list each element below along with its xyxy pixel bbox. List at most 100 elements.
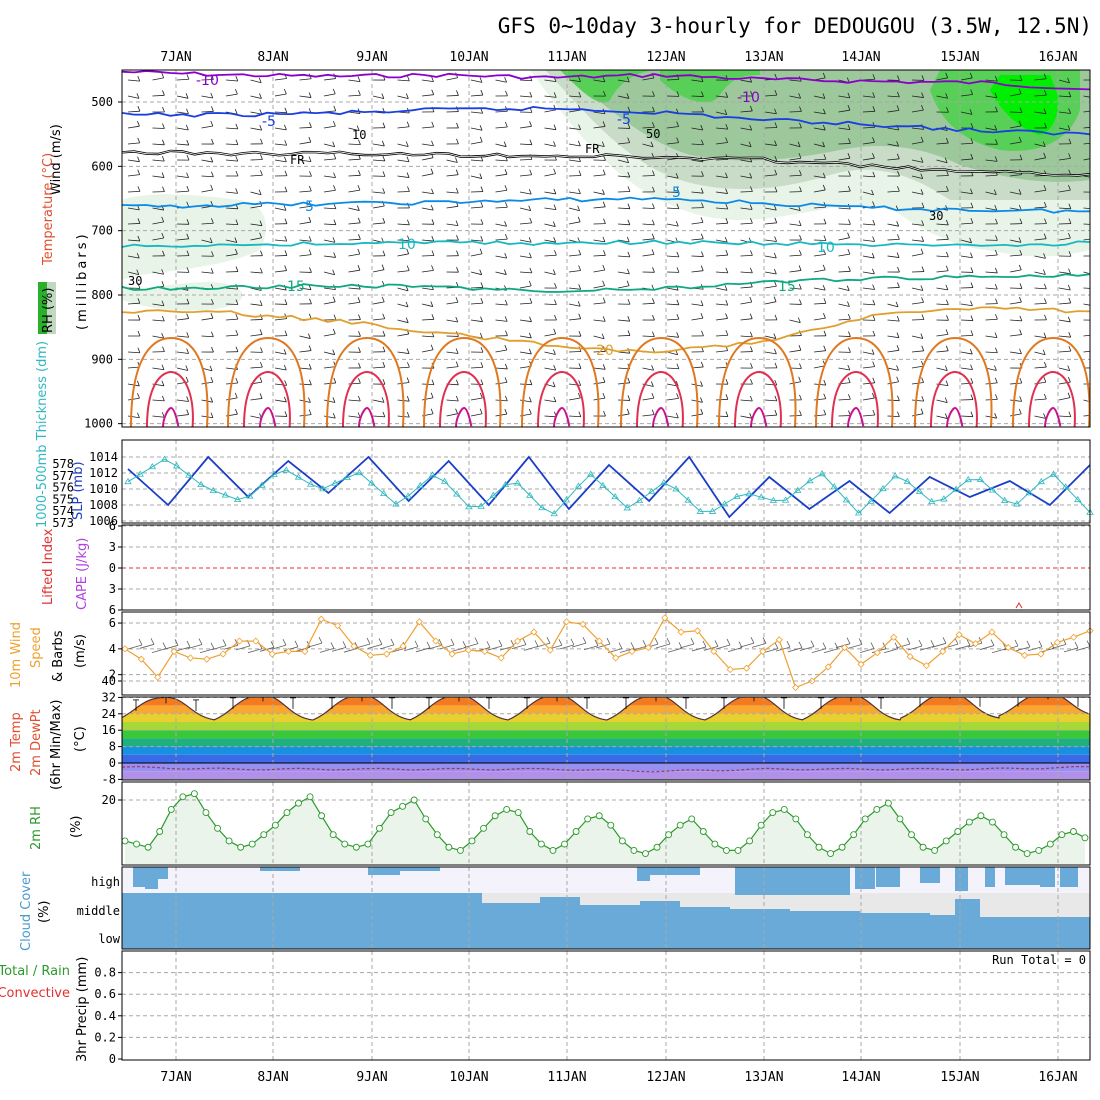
wind10-barb [511,644,527,650]
wind-barb-flag [480,201,484,208]
wind-barb-flag [823,345,827,351]
wind-barb [1009,399,1022,402]
wind-barb [421,239,434,242]
wind-barb-flag [455,169,459,175]
wind-barb-flag [749,413,753,419]
wind-barb [666,303,679,306]
wind-barb-flag [602,189,605,195]
wind-barb-flag [162,250,165,256]
wind-barb-flag [970,122,974,129]
wind-barb-flag [308,364,312,370]
wind-barb [225,207,238,210]
wind10-barb [403,646,419,652]
wind-barb-flag [994,125,998,131]
wind-barb [887,255,900,258]
wind-barb [617,351,630,354]
wind-barb [1009,191,1022,195]
upper-rh-label: RH (%) [41,288,56,333]
wind-barb-flag [921,202,925,208]
wind-barb-flag [676,393,679,399]
wind-barb [813,317,826,321]
wind10-marker [1004,643,1012,652]
surface-isotherm [718,336,797,427]
wind-barb-flag [309,171,312,177]
wind-barb [1009,125,1022,129]
thickness-marker [355,468,364,476]
wind-barb-flag [675,380,679,387]
wind-barb-flag [357,76,361,82]
wind-barb-flag [1093,75,1095,80]
wind-barb-flag [186,250,190,256]
wind-barb [1083,126,1090,129]
wind-barb-flag [504,185,508,191]
wind-barb [176,190,189,193]
wind-barb [813,254,826,257]
wind-barb-flag [479,125,483,131]
thickness-marker [477,502,485,509]
wind-barb-flag [1092,398,1094,403]
wind-barb-flag [872,236,875,242]
wind10-marker [399,642,407,650]
wind-barb-flag [774,217,778,223]
wind-barb [911,302,924,305]
wind-barb-flag [333,105,337,112]
wind-barb [348,238,361,241]
thickness-marker [915,487,924,494]
wind-barb-flag [504,252,508,259]
wind-barb [691,191,704,194]
wind10-marker [268,650,276,658]
wind-barb-flag [480,316,483,322]
wind-barb [152,237,164,241]
wind-barb-flag [284,156,287,162]
wind-barb-flag [921,345,925,351]
thickness-marker [611,492,619,500]
wind-barb [593,79,605,83]
wind10-barb-flag [150,638,155,645]
wind-barb [985,254,998,257]
thickness-tick-label: 574 [52,504,74,518]
wind-barb-flag [162,186,165,192]
wind-barb-flag [970,138,974,144]
wind-barb [1083,223,1090,225]
wind-barb [911,253,924,257]
wind-barb [911,335,923,339]
wind-barb-flag [210,376,214,383]
wind-barb-flag [480,219,484,225]
wind-barb-flag [725,313,728,319]
wind-barb [666,255,679,258]
wind-barb-flag [307,333,311,339]
wind10-label-3: & Barbs [51,630,66,682]
wind-barb [740,207,753,210]
wind-barb [446,191,459,194]
wind-barb-flag [211,251,214,257]
wind-barb-flag [676,91,680,97]
wind-barb [495,255,507,259]
wind-barb-flag [456,379,459,385]
wind-barb [642,397,654,401]
wind-barb [789,319,801,323]
wind-barb-flag [945,329,949,335]
wind-barb-flag [406,121,410,127]
isotherm-20 [122,306,1090,354]
wind-barb [299,159,312,163]
thickness-marker [574,482,583,489]
wind-barb-flag [259,232,262,238]
wind-barb-flag [725,330,729,336]
slp-tick-label: 1006 [89,514,118,528]
wind-barb-flag [578,313,582,319]
cloud-low-label: low [98,932,120,946]
wind10-barb [715,644,731,650]
wind-barb-flag [945,219,949,226]
wind-barb [127,174,140,177]
wind-barb-flag [553,364,557,371]
wind10-barb [523,645,539,651]
wind10-barb-flag [450,638,455,646]
wind-barb [201,271,214,274]
thickness-marker [830,483,838,490]
thickness-marker [453,490,461,497]
wind10-barb [343,647,359,653]
wind-barb-flag [847,232,850,238]
wind-barb [1009,334,1022,337]
wind-barb [201,381,213,385]
rh2-marker [896,815,904,823]
